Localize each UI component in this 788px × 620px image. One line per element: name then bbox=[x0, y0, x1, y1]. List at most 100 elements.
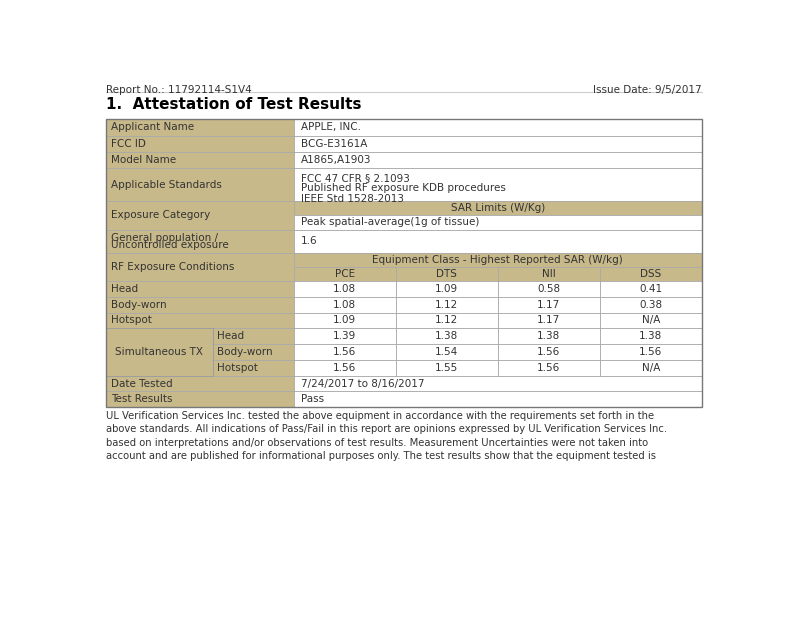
Text: Body-worn: Body-worn bbox=[110, 299, 166, 310]
Text: DTS: DTS bbox=[437, 269, 457, 279]
Text: 0.58: 0.58 bbox=[537, 284, 560, 294]
Text: Hotspot: Hotspot bbox=[217, 363, 258, 373]
Text: UL Verification Services Inc. tested the above equipment in accordance with the : UL Verification Services Inc. tested the… bbox=[106, 411, 654, 421]
Text: General population /: General population / bbox=[110, 232, 217, 242]
Bar bbox=[294, 168, 702, 202]
Text: Report No.: 11792114-S1V4: Report No.: 11792114-S1V4 bbox=[106, 86, 251, 95]
Text: 1.38: 1.38 bbox=[537, 331, 560, 341]
Bar bbox=[294, 152, 702, 168]
Text: 7/24/2017 to 8/16/2017: 7/24/2017 to 8/16/2017 bbox=[301, 379, 425, 389]
Text: DSS: DSS bbox=[640, 269, 661, 279]
Text: Simultaneous TX: Simultaneous TX bbox=[115, 347, 203, 357]
Bar bbox=[396, 312, 498, 329]
Bar bbox=[294, 229, 702, 254]
Text: FCC 47 CFR § 2.1093: FCC 47 CFR § 2.1093 bbox=[301, 173, 410, 183]
Text: A1865,A1903: A1865,A1903 bbox=[301, 155, 371, 165]
Bar bbox=[498, 344, 600, 360]
Bar bbox=[294, 312, 396, 329]
Text: Body-worn: Body-worn bbox=[217, 347, 273, 357]
Bar bbox=[106, 329, 213, 344]
Bar bbox=[396, 360, 498, 376]
Bar bbox=[106, 360, 213, 376]
Bar bbox=[294, 376, 702, 391]
Bar bbox=[600, 312, 702, 329]
Text: 1.56: 1.56 bbox=[537, 347, 560, 357]
Text: N/A: N/A bbox=[641, 363, 660, 373]
Text: Pass: Pass bbox=[301, 394, 324, 404]
Text: Model Name: Model Name bbox=[110, 155, 176, 165]
Text: 1.56: 1.56 bbox=[639, 347, 663, 357]
Bar bbox=[106, 119, 294, 136]
Bar bbox=[294, 344, 396, 360]
Bar bbox=[396, 267, 498, 281]
Text: 1.08: 1.08 bbox=[333, 299, 356, 310]
Bar bbox=[106, 344, 213, 360]
Text: 1.56: 1.56 bbox=[333, 363, 356, 373]
Bar bbox=[106, 229, 294, 254]
Bar bbox=[294, 215, 702, 229]
Bar bbox=[106, 254, 294, 281]
Bar bbox=[294, 281, 396, 297]
Bar bbox=[600, 267, 702, 281]
Text: account and are published for informational purposes only. The test results show: account and are published for informatio… bbox=[106, 451, 656, 461]
Text: 1.56: 1.56 bbox=[333, 347, 356, 357]
Bar bbox=[294, 254, 702, 267]
Text: 1.17: 1.17 bbox=[537, 316, 560, 326]
Text: Date Tested: Date Tested bbox=[110, 379, 173, 389]
Text: SAR Limits (W/Kg): SAR Limits (W/Kg) bbox=[451, 203, 545, 213]
Bar bbox=[600, 360, 702, 376]
Bar bbox=[396, 344, 498, 360]
Bar bbox=[294, 360, 396, 376]
Bar bbox=[213, 329, 294, 344]
Text: Equipment Class - Highest Reported SAR (W/kg): Equipment Class - Highest Reported SAR (… bbox=[373, 255, 623, 265]
Bar bbox=[294, 267, 396, 281]
Bar bbox=[106, 168, 294, 202]
Bar bbox=[106, 376, 294, 391]
Text: based on interpretations and/or observations of test results. Measurement Uncert: based on interpretations and/or observat… bbox=[106, 438, 648, 448]
Bar bbox=[106, 329, 212, 375]
Bar bbox=[106, 136, 294, 152]
Text: 1.09: 1.09 bbox=[435, 284, 459, 294]
Text: above standards. All indications of Pass/Fail in this report are opinions expres: above standards. All indications of Pass… bbox=[106, 424, 667, 435]
Bar bbox=[600, 281, 702, 297]
Bar bbox=[396, 297, 498, 312]
Bar bbox=[106, 202, 294, 229]
Text: 1.38: 1.38 bbox=[435, 331, 459, 341]
Bar bbox=[294, 202, 702, 215]
Text: FCC ID: FCC ID bbox=[110, 139, 146, 149]
Bar bbox=[294, 119, 702, 136]
Text: Head: Head bbox=[217, 331, 244, 341]
Text: Hotspot: Hotspot bbox=[110, 316, 151, 326]
Bar bbox=[106, 391, 294, 407]
Bar bbox=[294, 136, 702, 152]
Text: Uncontrolled exposure: Uncontrolled exposure bbox=[110, 241, 229, 250]
Text: NII: NII bbox=[542, 269, 556, 279]
Bar bbox=[106, 297, 294, 312]
Text: RF Exposure Conditions: RF Exposure Conditions bbox=[110, 262, 234, 272]
Bar bbox=[600, 329, 702, 344]
Text: PCE: PCE bbox=[335, 269, 355, 279]
Bar bbox=[106, 119, 702, 407]
Bar bbox=[498, 281, 600, 297]
Bar bbox=[106, 312, 294, 329]
Text: 1.  Attestation of Test Results: 1. Attestation of Test Results bbox=[106, 97, 362, 112]
Text: 1.56: 1.56 bbox=[537, 363, 560, 373]
Bar bbox=[498, 297, 600, 312]
Text: 1.09: 1.09 bbox=[333, 316, 356, 326]
Text: Applicant Name: Applicant Name bbox=[110, 122, 194, 133]
Bar bbox=[294, 297, 396, 312]
Bar bbox=[213, 344, 294, 360]
Bar bbox=[106, 281, 294, 297]
Text: APPLE, INC.: APPLE, INC. bbox=[301, 122, 361, 133]
Bar bbox=[396, 281, 498, 297]
Text: Exposure Category: Exposure Category bbox=[110, 210, 210, 221]
Text: 0.38: 0.38 bbox=[639, 299, 663, 310]
Text: 1.39: 1.39 bbox=[333, 331, 356, 341]
Text: 1.55: 1.55 bbox=[435, 363, 459, 373]
Bar bbox=[498, 267, 600, 281]
Text: Test Results: Test Results bbox=[110, 394, 173, 404]
Text: Published RF exposure KDB procedures: Published RF exposure KDB procedures bbox=[301, 184, 506, 193]
Text: 1.54: 1.54 bbox=[435, 347, 459, 357]
Bar bbox=[600, 344, 702, 360]
Text: 0.41: 0.41 bbox=[639, 284, 663, 294]
